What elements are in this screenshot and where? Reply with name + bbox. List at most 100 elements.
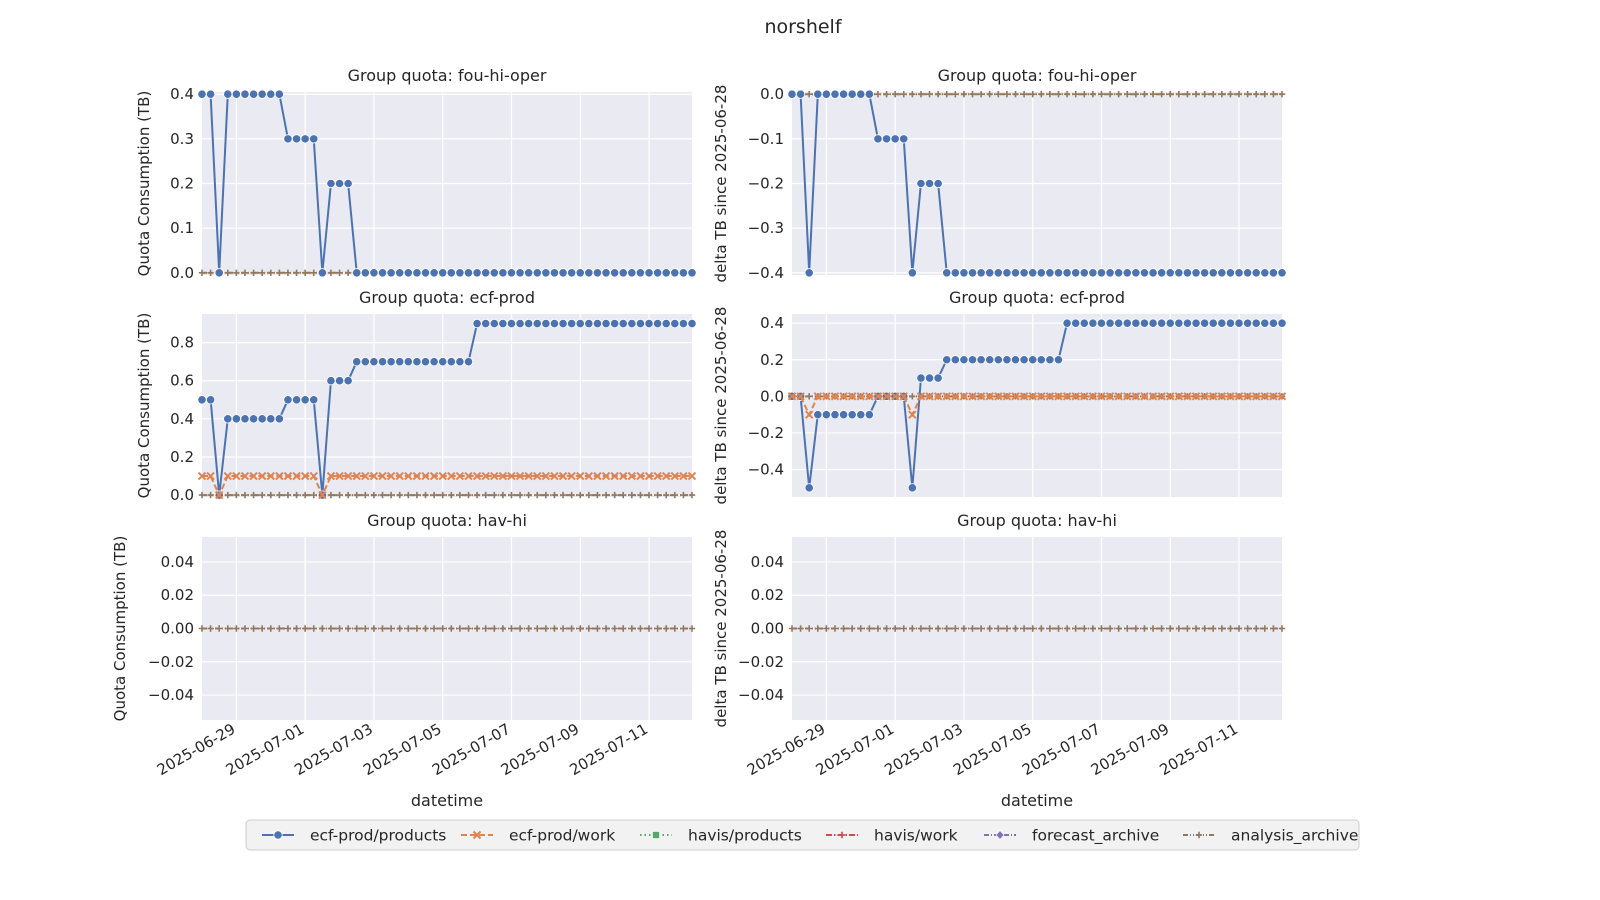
data-point: [250, 269, 257, 276]
data-point: [671, 625, 679, 632]
data-point: [1131, 268, 1141, 278]
data-point: [448, 491, 455, 499]
data-point: [473, 625, 481, 632]
data-point: [446, 268, 456, 278]
data-point: [292, 471, 301, 481]
data-point: [1132, 91, 1140, 98]
y-tick-label: 0.4: [170, 410, 194, 428]
data-point: [429, 471, 439, 481]
data-point: [258, 491, 266, 499]
data-point: [900, 91, 907, 98]
data-point: [653, 471, 662, 481]
data-point: [1165, 318, 1175, 328]
data-point: [881, 134, 892, 144]
data-point: [976, 268, 986, 278]
data-point: [864, 89, 874, 99]
data-point: [551, 625, 558, 632]
data-point: [592, 318, 603, 329]
data-point: [952, 91, 959, 98]
data-point: [293, 625, 300, 632]
data-point: [942, 355, 952, 365]
data-point: [951, 392, 960, 401]
data-point: [283, 134, 293, 144]
data-point: [1089, 91, 1097, 98]
data-point: [549, 268, 560, 278]
data-point: [1158, 91, 1165, 98]
data-point: [943, 625, 950, 632]
data-point: [1105, 268, 1115, 278]
data-point: [1123, 392, 1132, 401]
data-point: [891, 625, 899, 632]
data-point: [223, 414, 233, 424]
data-point: [804, 483, 814, 493]
data-point: [654, 625, 661, 632]
data-point: [276, 625, 283, 632]
legend-item: ecf-prod/products: [262, 827, 446, 845]
data-point: [352, 268, 362, 278]
data-point: [438, 268, 448, 278]
data-point: [343, 376, 353, 386]
data-point: [924, 373, 935, 383]
data-point: [472, 471, 482, 481]
data-point: [481, 471, 490, 481]
data-point: [890, 134, 900, 144]
data-point: [1243, 392, 1252, 401]
data-point: [916, 373, 926, 383]
data-point: [283, 395, 293, 405]
data-point: [1105, 392, 1115, 401]
data-point: [1174, 268, 1184, 278]
data-point: [618, 268, 628, 278]
data-point: [310, 269, 317, 276]
data-point: [490, 471, 499, 481]
data-point: [343, 178, 353, 189]
y-tick-label: −0.04: [148, 686, 194, 704]
data-point: [533, 471, 542, 481]
data-point: [788, 625, 796, 632]
data-point: [232, 471, 241, 481]
data-point: [369, 471, 379, 481]
data-point: [439, 491, 446, 499]
data-point: [1201, 625, 1208, 632]
data-point: [873, 392, 883, 401]
legend-marker: [472, 830, 482, 840]
subplot-3: 0.0 0.2 0.4 0.6 0.8 Group quota: ecf-prod Quot…: [135, 288, 697, 504]
data-point: [429, 357, 439, 367]
subplot-title: Group quota: hav-hi: [957, 511, 1117, 530]
legend-item: havis/work: [826, 827, 958, 845]
data-point: [387, 491, 395, 499]
data-point: [267, 269, 274, 276]
data-point: [284, 269, 292, 276]
data-point: [688, 625, 696, 632]
data-point: [663, 625, 670, 632]
data-point: [1106, 625, 1114, 632]
data-point: [532, 318, 542, 329]
data-point: [214, 490, 224, 500]
data-point: [585, 491, 593, 499]
data-point: [1055, 625, 1062, 632]
data-point: [577, 625, 584, 632]
data-point: [223, 471, 232, 481]
x-tick-label: 2025-07-11: [1157, 720, 1242, 779]
data-point: [620, 625, 627, 632]
data-point: [1217, 268, 1227, 278]
data-point: [985, 355, 995, 365]
data-point: [968, 392, 977, 401]
data-point: [481, 268, 491, 278]
data-point: [1114, 268, 1124, 278]
data-point: [1157, 392, 1166, 401]
data-point: [637, 491, 644, 499]
subplot-title: Group quota: ecf-prod: [359, 288, 535, 307]
legend-item: forecast_archive: [984, 827, 1159, 846]
data-point: [1097, 392, 1106, 401]
data-point: [1200, 392, 1209, 401]
data-point: [993, 355, 1003, 365]
data-point: [241, 269, 249, 276]
data-point: [1124, 625, 1131, 632]
data-point: [412, 357, 422, 367]
data-point: [1115, 625, 1122, 632]
legend-marker: [273, 830, 283, 840]
data-point: [240, 89, 250, 99]
data-point: [1210, 625, 1217, 632]
data-point: [1071, 318, 1081, 328]
data-point: [473, 491, 481, 499]
